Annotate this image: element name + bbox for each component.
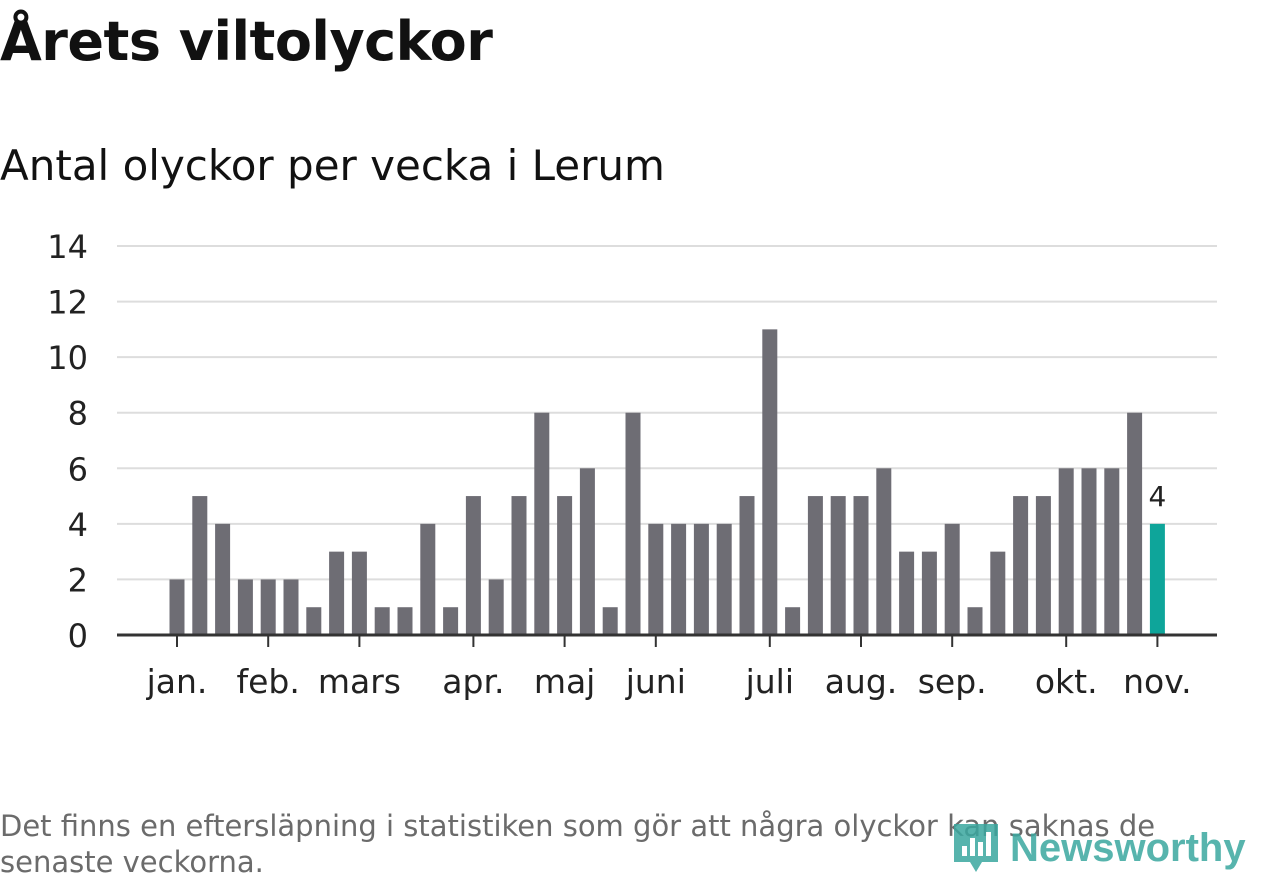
bar xyxy=(511,496,527,635)
bar xyxy=(739,496,755,635)
bar xyxy=(648,523,664,635)
brand-name: Newsworthy xyxy=(1010,825,1246,870)
y-tick-label: 4 xyxy=(68,506,88,544)
bar xyxy=(693,523,709,635)
bar xyxy=(283,579,299,635)
bar xyxy=(306,607,322,635)
bar xyxy=(990,551,1006,635)
bar xyxy=(1058,468,1074,635)
y-tick-label: 12 xyxy=(47,284,88,322)
x-tick-label: juli xyxy=(745,662,794,701)
x-tick-label: nov. xyxy=(1123,662,1192,701)
chart-title: Årets viltolyckor xyxy=(0,10,493,73)
bar xyxy=(215,523,231,635)
y-tick-label: 14 xyxy=(47,228,88,266)
x-tick-label: sep. xyxy=(918,662,987,701)
data-label: 4 xyxy=(1148,480,1166,513)
bar xyxy=(534,412,550,635)
bar xyxy=(944,523,960,635)
y-tick-label: 6 xyxy=(68,450,88,488)
bar xyxy=(557,496,573,635)
x-tick-label: okt. xyxy=(1035,662,1098,701)
bar xyxy=(853,496,869,635)
bar xyxy=(762,329,778,635)
bar xyxy=(374,607,390,635)
bar xyxy=(1013,496,1029,635)
x-tick-label: aug. xyxy=(825,662,898,701)
bar xyxy=(899,551,915,635)
bar xyxy=(237,579,253,635)
x-tick-label: juni xyxy=(625,662,686,701)
y-tick-label: 2 xyxy=(68,561,88,599)
x-tick-label: maj xyxy=(534,662,596,701)
x-tick-label: jan. xyxy=(146,662,208,701)
bar xyxy=(1127,412,1143,635)
bar xyxy=(420,523,436,635)
bar xyxy=(876,468,892,635)
y-tick-label: 0 xyxy=(68,617,88,655)
bar xyxy=(671,523,687,635)
bar xyxy=(1035,496,1051,635)
brand-logo: Newsworthy xyxy=(950,818,1246,878)
bar xyxy=(579,468,595,635)
bar xyxy=(192,496,208,635)
bar xyxy=(443,607,459,635)
chart-subtitle: Antal olyckor per vecka i Lerum xyxy=(0,141,665,190)
x-tick-label: feb. xyxy=(237,662,300,701)
bar xyxy=(785,607,801,635)
highlight-bar xyxy=(1149,523,1165,635)
bar xyxy=(465,496,481,635)
bar xyxy=(1081,468,1097,635)
y-tick-label: 10 xyxy=(47,339,88,377)
bar xyxy=(921,551,937,635)
bar xyxy=(807,496,823,635)
bar xyxy=(830,496,846,635)
bar-chart: 0 2 4 6 8 10 12 14 jan. feb. mars apr. maj juni juli au… xyxy=(47,228,1217,701)
bar xyxy=(329,551,345,635)
bar xyxy=(625,412,641,635)
bar xyxy=(967,607,983,635)
bar xyxy=(602,607,618,635)
y-tick-label: 8 xyxy=(68,395,88,433)
x-tick-label: apr. xyxy=(442,662,504,701)
bar xyxy=(169,579,185,635)
x-tick-label: mars xyxy=(318,662,401,701)
bar xyxy=(716,523,732,635)
bar xyxy=(351,551,367,635)
bar xyxy=(1104,468,1120,635)
bar xyxy=(260,579,276,635)
newsworthy-logo-icon xyxy=(954,824,998,872)
bar xyxy=(397,607,413,635)
bar xyxy=(488,579,504,635)
